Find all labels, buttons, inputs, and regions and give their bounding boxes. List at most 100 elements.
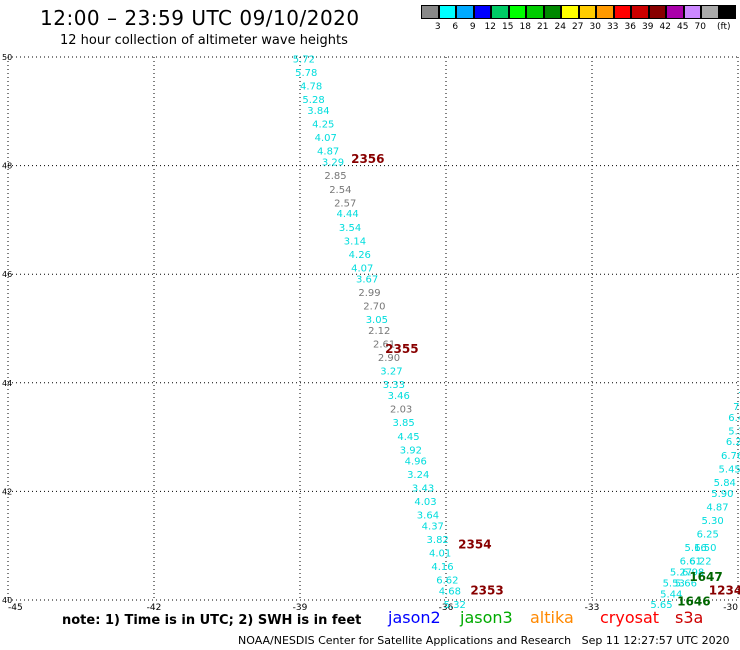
wave-height-label: 4.07 [351,263,373,274]
wave-height-label: 3.54 [339,223,361,234]
time-annotation: 2355 [385,342,418,356]
wave-height-label: 4.68 [439,587,461,598]
wave-height-label: 2.12 [368,326,390,337]
legend-swatch [508,5,526,19]
legend-swatch [631,5,649,19]
legend-swatch [578,5,596,19]
y-tick-label: 44 [2,379,12,388]
wave-height-label: 3.33 [383,380,405,391]
legend-label: 39 [642,22,654,32]
legend-label: 45 [677,22,689,32]
legend-swatch [421,5,439,19]
legend-label: 21 [537,22,549,32]
wave-height-label: 3.64 [417,511,439,522]
footer-credit: NOAA/NESDIS Center for Satellite Applica… [238,634,730,647]
wave-height-label: 3.92 [400,445,422,456]
wave-height-label: 5.27 [670,568,692,579]
wave-height-label: 3.85 [392,418,414,429]
legend-swatch [666,5,684,19]
x-tick-label: -30 [723,603,738,613]
wave-height-label: 4.37 [422,521,444,532]
legend-label: 33 [607,22,619,32]
wave-height-label: 5.30 [702,516,724,527]
time-annotation: 1234 [709,584,740,598]
grid [7,56,739,601]
legend-swatch [718,5,736,19]
wave-height-label: 6.61 [680,557,702,568]
x-tick-label: -33 [585,603,600,613]
legend-label: 15 [502,22,514,32]
time-annotation: 2353 [470,584,503,598]
wave-height-label: 5.44 [660,589,682,600]
legend-label: 27 [572,22,584,32]
x-tick-label: -45 [8,603,23,613]
time-annotation: 1647 [689,570,722,584]
wave-height-label: 6.24 [726,437,740,448]
time-annotation: 2356 [351,152,384,166]
y-tick-label: 42 [2,487,12,496]
legend-label: 12 [484,22,496,32]
wave-height-label: 2.70 [363,301,385,312]
legend-swatch [613,5,631,19]
y-tick-label: 50 [2,53,12,62]
wave-height-label: 3.29 [322,158,344,169]
satellite-altika: altika [530,608,574,627]
axis-ticks: -45 -42 -39 -36 -33 -30 40 42 44 46 48 50 [2,53,738,613]
wave-height-label: 5.84 [714,478,736,489]
credit-text: NOAA/NESDIS Center for Satellite Applica… [238,634,572,647]
wave-height-label: 3.46 [388,391,410,402]
legend-label: 30 [589,22,601,32]
wave-height-label: 5.53 [663,578,685,589]
wave-height-label: 5.72 [293,54,315,65]
satellite-jason3: jason3 [460,608,513,627]
x-tick-label: -39 [293,603,308,613]
legend-label: 3 [434,22,441,32]
legend-unit: (ft) [717,22,731,32]
wave-height-label: 7. [733,402,740,413]
wave-height-label: 4.87 [317,147,339,158]
x-tick-label: -36 [439,603,454,613]
y-tick-label: 40 [2,596,12,605]
wave-height-label: 6.22 [689,557,711,568]
wave-height-label: 5.32 [444,600,466,611]
wave-height-label: 6.62 [436,576,458,587]
wave-height-label: 3.82 [427,535,449,546]
wave-height-label: 2.57 [334,198,356,209]
wave-height-label: 5.90 [711,489,733,500]
y-tick-label: 46 [2,270,12,279]
footer-note: note: 1) Time is in UTC; 2) SWH is in fe… [62,613,362,628]
data-marks: 5.725.784.785.283.844.254.074.873.292.85… [293,54,740,611]
wave-height-label: 4.25 [312,120,334,131]
legend-swatch [491,5,509,19]
satellite-s3a: s3a [675,608,704,627]
wave-height-label: 4.96 [405,456,427,467]
wave-height-label: 5.28 [302,95,324,106]
wave-height-label: 5.16 [684,543,706,554]
wave-height-label: 4.01 [429,549,451,560]
satellite-jason2: jason2 [388,608,441,627]
legend-swatch [683,5,701,19]
wave-height-label: 4.03 [414,497,436,508]
legend-swatch [648,5,666,19]
wave-height-label: 4.45 [397,432,419,443]
wave-height-label: 2.03 [390,405,412,416]
wave-height-label: 6.25 [697,530,719,541]
wave-height-label: 2.85 [324,171,346,182]
satellite-cryosat: cryosat [600,608,660,627]
wave-height-label: 5.45 [719,464,740,475]
legend-label: 18 [519,22,531,32]
legend-label: 70 [694,22,706,32]
wave-height-label: 6.76 [721,451,740,462]
wave-height-label: 2.99 [358,288,380,299]
legend-swatch [701,5,719,19]
legend-label: 36 [624,22,636,32]
wave-height-label: 3.43 [412,483,434,494]
wave-height-label: 5.66 [675,578,697,589]
generated-timestamp: Sep 11 12:27:57 UTC 2020 [581,634,730,647]
legend-swatch [526,5,544,19]
legend-label: 24 [554,22,566,32]
legend-label: 6 [452,22,459,32]
legend-swatch [473,5,491,19]
wave-height-label: 4.07 [315,133,337,144]
